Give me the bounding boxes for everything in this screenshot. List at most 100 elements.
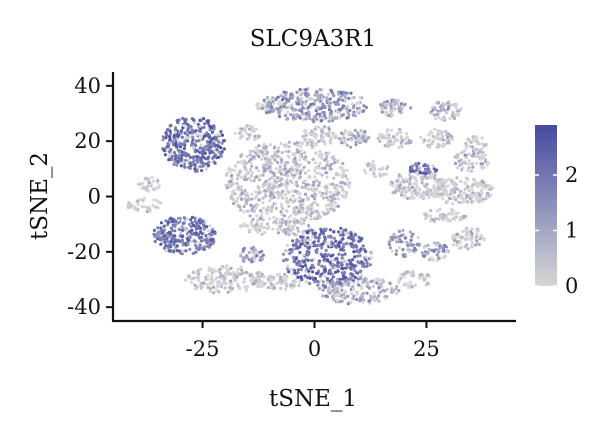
- cell-point: [258, 284, 262, 288]
- cell-point: [314, 244, 318, 248]
- cell-point: [217, 290, 221, 294]
- cell-point: [352, 250, 356, 254]
- cell-point: [161, 230, 165, 234]
- cell-point: [285, 267, 290, 271]
- cell-point: [358, 95, 362, 99]
- cell-point: [294, 172, 299, 176]
- cell-point: [333, 270, 338, 274]
- cell-point: [339, 91, 343, 95]
- cell-point: [381, 289, 385, 293]
- cell-point: [334, 245, 339, 249]
- cell-point: [156, 206, 160, 210]
- cell-point: [174, 155, 178, 159]
- cell-point: [404, 271, 408, 275]
- cell-point: [451, 137, 455, 141]
- cell-point: [292, 281, 296, 285]
- cell-point: [313, 194, 317, 198]
- cell-point: [341, 267, 345, 271]
- cell-point: [166, 220, 170, 224]
- cell-point: [467, 152, 471, 156]
- cell-point: [405, 135, 409, 139]
- cell-point: [233, 273, 237, 277]
- cell-point: [189, 225, 193, 229]
- cell-point: [478, 237, 482, 241]
- cell-point: [265, 111, 269, 115]
- cell-point: [299, 149, 303, 153]
- cell-point: [225, 171, 229, 175]
- cell-point: [424, 172, 428, 176]
- cell-point: [229, 282, 233, 286]
- cell-point: [267, 285, 271, 290]
- cell-point: [445, 193, 450, 197]
- cell-point: [210, 233, 214, 237]
- cell-point: [168, 135, 172, 139]
- cell-point: [193, 167, 197, 171]
- cell-point: [408, 230, 413, 234]
- cell-point: [184, 249, 188, 253]
- cell-point: [167, 158, 171, 162]
- cell-point: [196, 165, 200, 169]
- cell-point: [213, 153, 217, 157]
- cell-point: [239, 208, 243, 212]
- cell-point: [262, 142, 266, 146]
- cell-point: [464, 146, 468, 150]
- cell-point: [379, 282, 383, 286]
- cell-point: [338, 233, 343, 237]
- cell-point: [320, 105, 325, 109]
- cell-point: [321, 288, 325, 292]
- cell-point: [227, 180, 231, 184]
- cell-point: [353, 134, 357, 138]
- cell-point: [280, 158, 284, 162]
- cell-point: [301, 265, 305, 269]
- cell-point: [187, 153, 191, 157]
- cell-point: [168, 137, 172, 141]
- cell-point: [239, 130, 243, 134]
- cell-point: [218, 267, 222, 271]
- cell-point: [357, 100, 361, 105]
- cell-point: [336, 230, 341, 234]
- cell-point: [335, 159, 339, 163]
- cell-point: [152, 198, 156, 202]
- cell-point: [322, 258, 326, 262]
- cell-point: [396, 102, 400, 106]
- cell-point: [397, 145, 401, 149]
- cell-point: [323, 142, 327, 146]
- cell-point: [427, 133, 431, 137]
- cell-point: [356, 134, 360, 138]
- cell-point: [428, 143, 432, 147]
- cell-point: [301, 100, 305, 104]
- cell-point: [295, 141, 299, 145]
- cell-point: [330, 156, 334, 160]
- cell-point: [188, 274, 192, 278]
- cell-point: [467, 159, 471, 163]
- cell-point: [286, 110, 290, 114]
- cell-point: [385, 100, 389, 104]
- cell-point: [322, 255, 326, 259]
- cell-point: [249, 179, 253, 183]
- cell-point: [436, 178, 441, 182]
- cell-point: [359, 273, 363, 278]
- cell-point: [457, 200, 461, 204]
- cell-point: [304, 99, 308, 103]
- cell-point: [474, 161, 479, 165]
- cell-point: [242, 210, 246, 214]
- cell-point: [202, 162, 206, 166]
- cell-point: [381, 280, 386, 284]
- cell-point: [264, 194, 268, 198]
- cell-point: [451, 181, 455, 185]
- cell-point: [455, 243, 459, 247]
- cell-point: [455, 109, 459, 113]
- cell-point: [278, 165, 282, 169]
- cell-point: [427, 191, 432, 195]
- cell-point: [399, 135, 403, 139]
- cell-point: [206, 234, 210, 239]
- cell-point: [467, 189, 471, 193]
- cell-point: [369, 294, 373, 298]
- cell-point: [347, 112, 351, 116]
- cell-point: [199, 143, 203, 147]
- cell-point: [197, 150, 201, 154]
- cell-point: [319, 279, 323, 283]
- cell-point: [422, 254, 426, 258]
- cell-point: [300, 103, 304, 107]
- cell-point: [319, 119, 323, 123]
